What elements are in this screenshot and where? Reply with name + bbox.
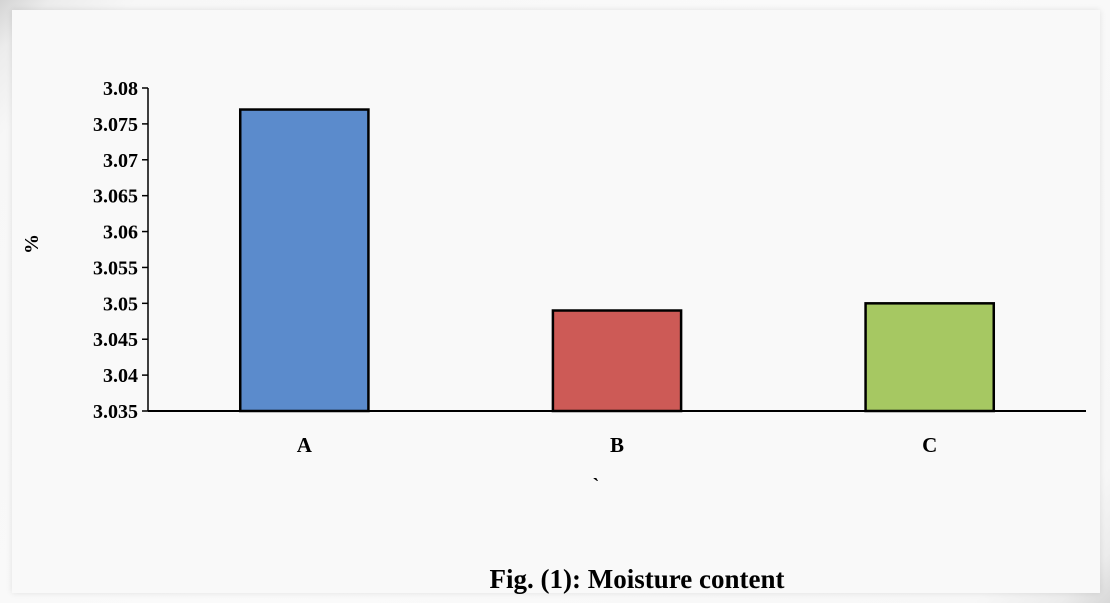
y-axis-label: % — [21, 234, 43, 254]
y-tick-label: 3.065 — [93, 186, 138, 208]
x-category-label: A — [297, 433, 313, 457]
bar-b — [551, 309, 683, 413]
y-tick-label: 3.05 — [103, 293, 138, 315]
y-tick-label: 3.07 — [103, 150, 138, 172]
figure-caption: Fig. (1): Moisture content — [490, 564, 785, 594]
y-tick-label: 3.075 — [93, 114, 138, 136]
figure-panel — [12, 10, 1100, 593]
y-tick-label: 3.045 — [93, 329, 138, 351]
y-tick-label: 3.055 — [93, 257, 138, 279]
x-categories-group: A B C — [297, 433, 938, 457]
bars-group — [238, 108, 996, 413]
y-tick-label: 3.06 — [103, 222, 138, 244]
x-category-label: C — [922, 433, 937, 457]
bar-c — [864, 302, 996, 413]
y-ticks-group: 3.035 3.04 3.045 3.05 3.055 3.06 3.065 3.07 3.07… — [93, 78, 148, 423]
x-axis-label: ` — [593, 475, 600, 497]
y-tick-label: 3.035 — [93, 401, 138, 423]
y-tick-label: 3.08 — [103, 78, 138, 100]
bar-a — [238, 108, 370, 413]
y-tick-label: 3.04 — [103, 365, 138, 387]
x-category-label: B — [610, 433, 624, 457]
